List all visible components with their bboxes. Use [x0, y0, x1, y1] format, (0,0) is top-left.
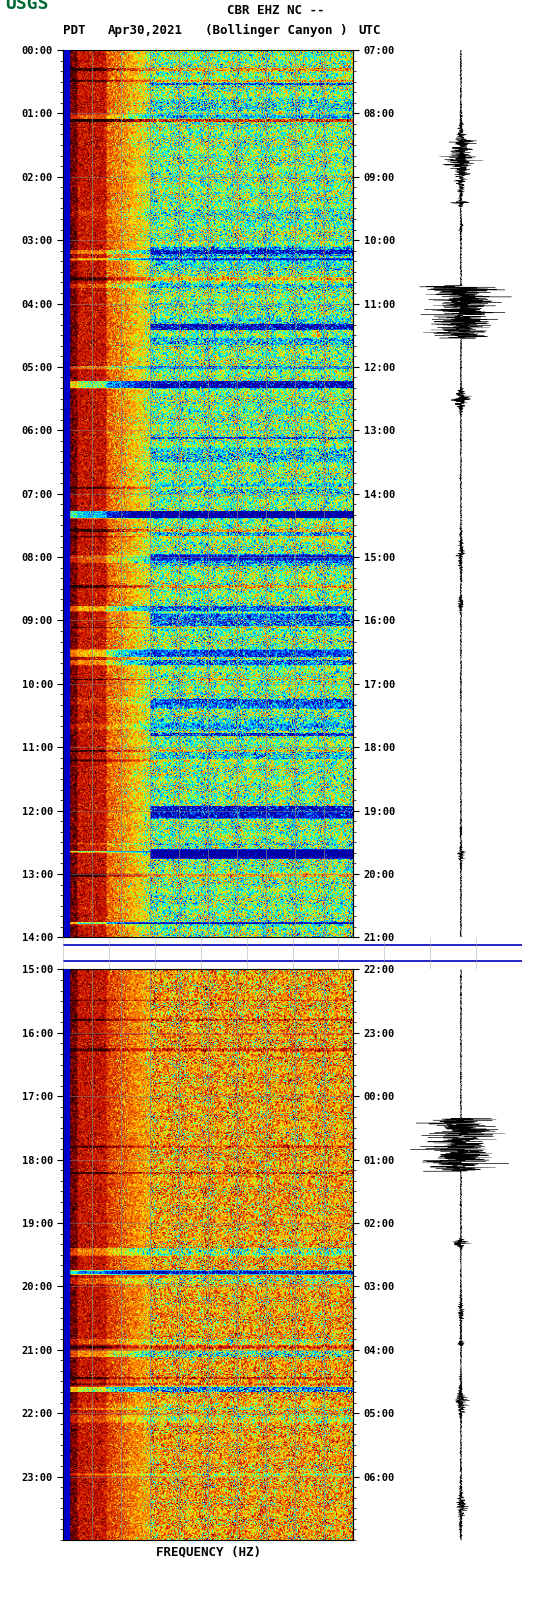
Text: UTC: UTC: [359, 24, 381, 37]
Text: CBR EHZ NC --: CBR EHZ NC --: [227, 3, 325, 16]
Text: Apr30,2021: Apr30,2021: [108, 24, 183, 37]
Text: PDT: PDT: [63, 24, 86, 37]
Bar: [63, 50, 68, 937]
Text: USGS: USGS: [6, 0, 49, 13]
Bar: [63, 969, 68, 1540]
Text: (Bollinger Canyon ): (Bollinger Canyon ): [205, 24, 347, 37]
X-axis label: FREQUENCY (HZ): FREQUENCY (HZ): [156, 1545, 261, 1558]
